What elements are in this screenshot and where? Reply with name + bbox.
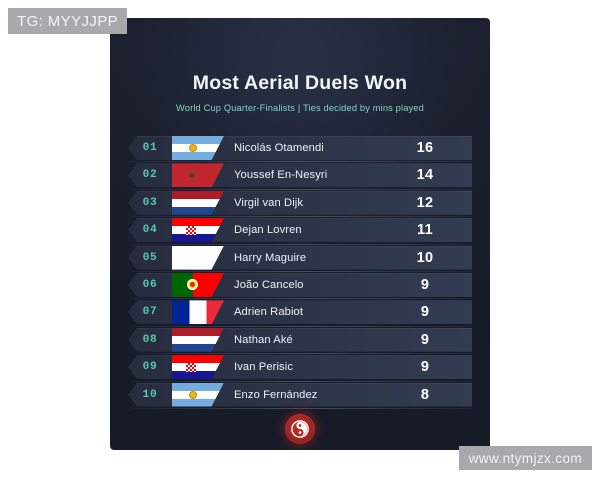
duels-won-value: 9 [420, 331, 430, 348]
row-divider [132, 380, 472, 382]
duels-won-value: 8 [420, 386, 430, 403]
row-divider [132, 407, 472, 409]
row-divider [132, 161, 472, 163]
rank-number: 04 [142, 224, 158, 237]
player-name: Virgil van Dijk [234, 196, 304, 209]
page-subtitle: World Cup Quarter-Finalists | Ties decid… [176, 103, 424, 113]
value-chip: 14 [384, 163, 472, 187]
duels-won-value: 16 [416, 140, 434, 156]
value-chip: 8 [384, 383, 472, 407]
rank-number: 01 [142, 142, 158, 154]
player-name: Enzo Fernández [234, 388, 318, 401]
rank-number: 06 [142, 278, 158, 291]
flag-emblem [185, 225, 196, 235]
telegram-watermark: TG: MYYJJPP [8, 8, 128, 34]
ranking-row[interactable]: 07 Adrien Rabiot 9 [128, 300, 472, 327]
row-divider [132, 353, 472, 355]
circle-swirl-logo-icon [285, 414, 315, 444]
duels-won-value: 9 [420, 276, 430, 293]
row-divider [132, 243, 472, 245]
rank-number: 09 [142, 361, 158, 374]
value-chip: 9 [384, 273, 472, 297]
ranking-row[interactable]: 04 Dejan Lovren 11 [128, 218, 472, 245]
row-divider [132, 298, 472, 300]
player-name: Dejan Lovren [234, 224, 302, 237]
rank-number: 03 [142, 196, 158, 209]
duels-won-value: 9 [420, 359, 430, 376]
player-name: João Cancelo [234, 278, 304, 291]
rank-number: 08 [142, 333, 158, 346]
ranking-row[interactable]: 02 ★ Youssef En-Nesyri 14 [128, 163, 472, 190]
value-chip: 9 [384, 355, 472, 379]
ranking-row[interactable]: 10 Enzo Fernández 8 [128, 382, 472, 409]
player-name: Nicolás Otamendi [234, 142, 324, 154]
value-chip: 10 [384, 246, 472, 270]
player-name: Adrien Rabiot [234, 306, 304, 319]
value-chip: 9 [384, 300, 472, 324]
flag-emblem: ★ [187, 169, 196, 180]
row-divider [132, 216, 472, 218]
row-divider [132, 325, 472, 327]
value-chip: 9 [384, 328, 472, 352]
page-title: Most Aerial Duels Won [192, 72, 408, 94]
rank-number: 10 [142, 388, 158, 401]
ranking-row[interactable]: 08 Nathan Aké 9 [128, 327, 472, 355]
flag-emblem [188, 144, 197, 152]
duels-won-value: 11 [417, 222, 433, 239]
row-divider [132, 270, 472, 272]
player-name: Ivan Perisic [234, 361, 294, 374]
player-name: Nathan Aké [234, 333, 293, 346]
ranking-row[interactable]: 09 Ivan Perisic 9 [128, 355, 472, 382]
card-header: Most Aerial Duels Won World Cup Quarter-… [110, 72, 490, 114]
infographic-card: Most Aerial Duels Won World Cup Quarter-… [110, 18, 490, 450]
player-name: Harry Maguire [234, 251, 307, 264]
value-chip: 12 [384, 191, 472, 215]
row-divider [132, 188, 472, 190]
player-name: Youssef En-Nesyri [234, 169, 328, 182]
duels-won-value: 9 [420, 304, 430, 321]
value-chip: 11 [384, 218, 472, 242]
url-watermark: www.ntymjzx.com [458, 446, 592, 470]
ranking-row[interactable]: 05 Harry Maguire 10 [128, 245, 472, 272]
ranking-row[interactable]: 03 Virgil van Dijk 12 [128, 190, 472, 218]
flag-emblem [188, 390, 197, 399]
ranking-row[interactable]: 01 Nicolás Otamendi 16 [128, 136, 472, 163]
ranking-list: 01 Nicolás Otamendi 16 02 ★ Youssef En-Nesyri… [128, 136, 472, 410]
duels-won-value: 10 [416, 249, 434, 266]
duels-won-value: 14 [416, 167, 434, 184]
rank-number: 02 [142, 169, 158, 182]
rank-number: 07 [142, 306, 158, 319]
value-chip: 16 [384, 136, 472, 160]
rank-number: 05 [142, 251, 158, 264]
flag-emblem [187, 279, 199, 291]
duels-won-value: 12 [416, 194, 434, 211]
flag-emblem [185, 362, 196, 372]
ranking-row[interactable]: 06 João Cancelo 9 [128, 272, 472, 300]
